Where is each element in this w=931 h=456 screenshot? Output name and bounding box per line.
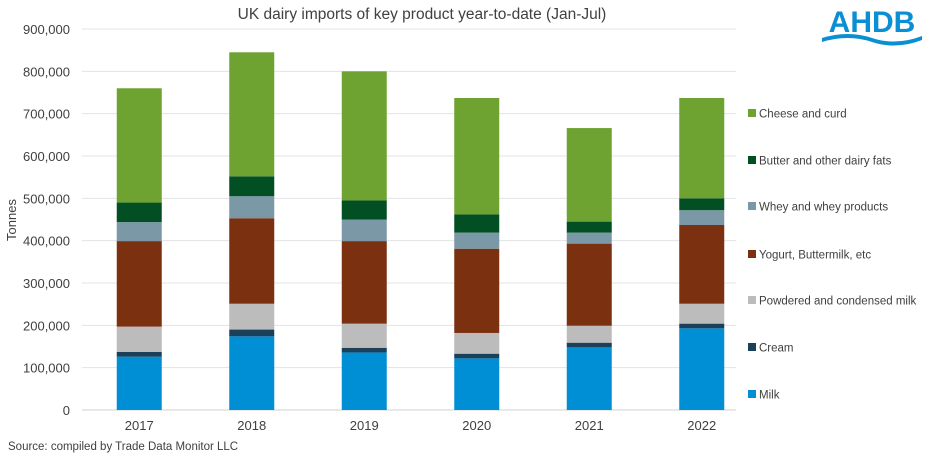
legend-label: Whey and whey products <box>759 202 888 214</box>
x-tick-label: 2017 <box>125 418 154 433</box>
x-tick-label: 2019 <box>350 418 379 433</box>
bar-segment-milk <box>454 358 500 410</box>
y-tick-label: 600,000 <box>23 149 70 164</box>
bar-segment-cheese-and-curd <box>454 98 500 215</box>
bar-segment-milk <box>566 347 612 410</box>
bar-segment-yogurt-buttermilk-etc <box>679 225 725 304</box>
y-tick-label: 300,000 <box>23 276 70 291</box>
x-tick-label: 2022 <box>687 418 716 433</box>
bar-segment-cheese-and-curd <box>679 98 725 199</box>
bar-segment-whey-and-whey-products <box>341 219 387 242</box>
legend-label: Powdered and condensed milk <box>759 296 917 308</box>
legend-swatch <box>748 250 756 258</box>
bar-segment-cream <box>679 323 725 329</box>
bar-segment-butter-and-other-dairy-fats <box>116 202 162 223</box>
legend-item: Milk <box>748 390 780 402</box>
legend-item: Cheese and curd <box>748 109 847 121</box>
x-tick-label: 2021 <box>575 418 604 433</box>
bar-segment-milk <box>229 336 275 410</box>
bar-segment-powdered-and-condensed-milk <box>454 332 500 354</box>
bar-segment-cheese-and-curd <box>116 88 162 203</box>
bar-segment-whey-and-whey-products <box>454 232 500 249</box>
source-note: Source: compiled by Trade Data Monitor L… <box>8 441 238 453</box>
bar-segment-butter-and-other-dairy-fats <box>454 214 500 233</box>
bar-segment-powdered-and-condensed-milk <box>566 325 612 343</box>
bar-segment-cream <box>116 352 162 357</box>
logo-wave <box>822 34 922 46</box>
bar-segment-whey-and-whey-products <box>116 222 162 242</box>
legend-swatch <box>748 156 756 164</box>
legend-item: Cream <box>748 343 794 355</box>
bar-segment-yogurt-buttermilk-etc <box>116 241 162 327</box>
y-tick-label: 800,000 <box>23 64 70 79</box>
bar-segment-milk <box>679 328 725 410</box>
bar-segment-yogurt-buttermilk-etc <box>229 218 275 304</box>
legend-item: Whey and whey products <box>748 202 888 214</box>
bar-segment-powdered-and-condensed-milk <box>229 303 275 330</box>
y-tick-label: 700,000 <box>23 107 70 122</box>
bar-segment-milk <box>116 356 162 410</box>
bar-segment-powdered-and-condensed-milk <box>341 323 387 348</box>
bar-segment-yogurt-buttermilk-etc <box>341 241 387 324</box>
y-axis-label: Tonnes <box>4 199 19 241</box>
bar-segment-powdered-and-condensed-milk <box>116 326 162 353</box>
legend-swatch <box>748 202 756 210</box>
legend-label: Milk <box>759 390 780 402</box>
bar-segment-whey-and-whey-products <box>679 210 725 226</box>
bar-segment-cheese-and-curd <box>229 52 275 177</box>
bar-segment-butter-and-other-dairy-fats <box>341 200 387 220</box>
x-tick-label: 2020 <box>462 418 491 433</box>
bar-segment-cream <box>341 347 387 353</box>
bar-segment-whey-and-whey-products <box>229 196 275 219</box>
bar-segment-yogurt-buttermilk-etc <box>454 248 500 333</box>
legend-item: Yogurt, Buttermilk, etc <box>748 250 871 262</box>
bar-segment-butter-and-other-dairy-fats <box>566 221 612 233</box>
bar-segment-whey-and-whey-products <box>566 232 612 244</box>
ahdb-logo: AHDB <box>822 6 922 46</box>
legend-swatch <box>748 343 756 351</box>
y-tick-label: 500,000 <box>23 191 70 206</box>
bar-segment-cream <box>454 353 500 359</box>
bar-segment-butter-and-other-dairy-fats <box>679 198 725 211</box>
legend-label: Cream <box>759 343 794 355</box>
bar-segment-yogurt-buttermilk-etc <box>566 243 612 326</box>
chart-title: UK dairy imports of key product year-to-… <box>238 6 607 23</box>
legend-swatch <box>748 109 756 117</box>
bar-segment-cream <box>229 329 275 337</box>
logo-text: AHDB <box>829 6 916 39</box>
legend-label: Butter and other dairy fats <box>759 156 892 168</box>
bar-segment-cheese-and-curd <box>341 71 387 201</box>
legend-swatch <box>748 390 756 398</box>
legend-label: Yogurt, Buttermilk, etc <box>759 250 871 262</box>
y-tick-label: 0 <box>63 403 70 418</box>
bar-segment-powdered-and-condensed-milk <box>679 303 725 324</box>
legend-item: Powdered and condensed milk <box>748 296 917 308</box>
y-tick-label: 900,000 <box>23 22 70 37</box>
bar-segment-cream <box>566 342 612 348</box>
bar-segment-butter-and-other-dairy-fats <box>229 176 275 197</box>
legend-swatch <box>748 296 756 304</box>
x-tick-label: 2018 <box>237 418 266 433</box>
bar-segment-cheese-and-curd <box>566 128 612 222</box>
legend-item: Butter and other dairy fats <box>748 156 892 168</box>
y-tick-label: 200,000 <box>23 318 70 333</box>
bar-segment-milk <box>341 352 387 410</box>
legend-label: Cheese and curd <box>759 109 847 121</box>
y-tick-label: 100,000 <box>23 361 70 376</box>
y-tick-label: 400,000 <box>23 234 70 249</box>
